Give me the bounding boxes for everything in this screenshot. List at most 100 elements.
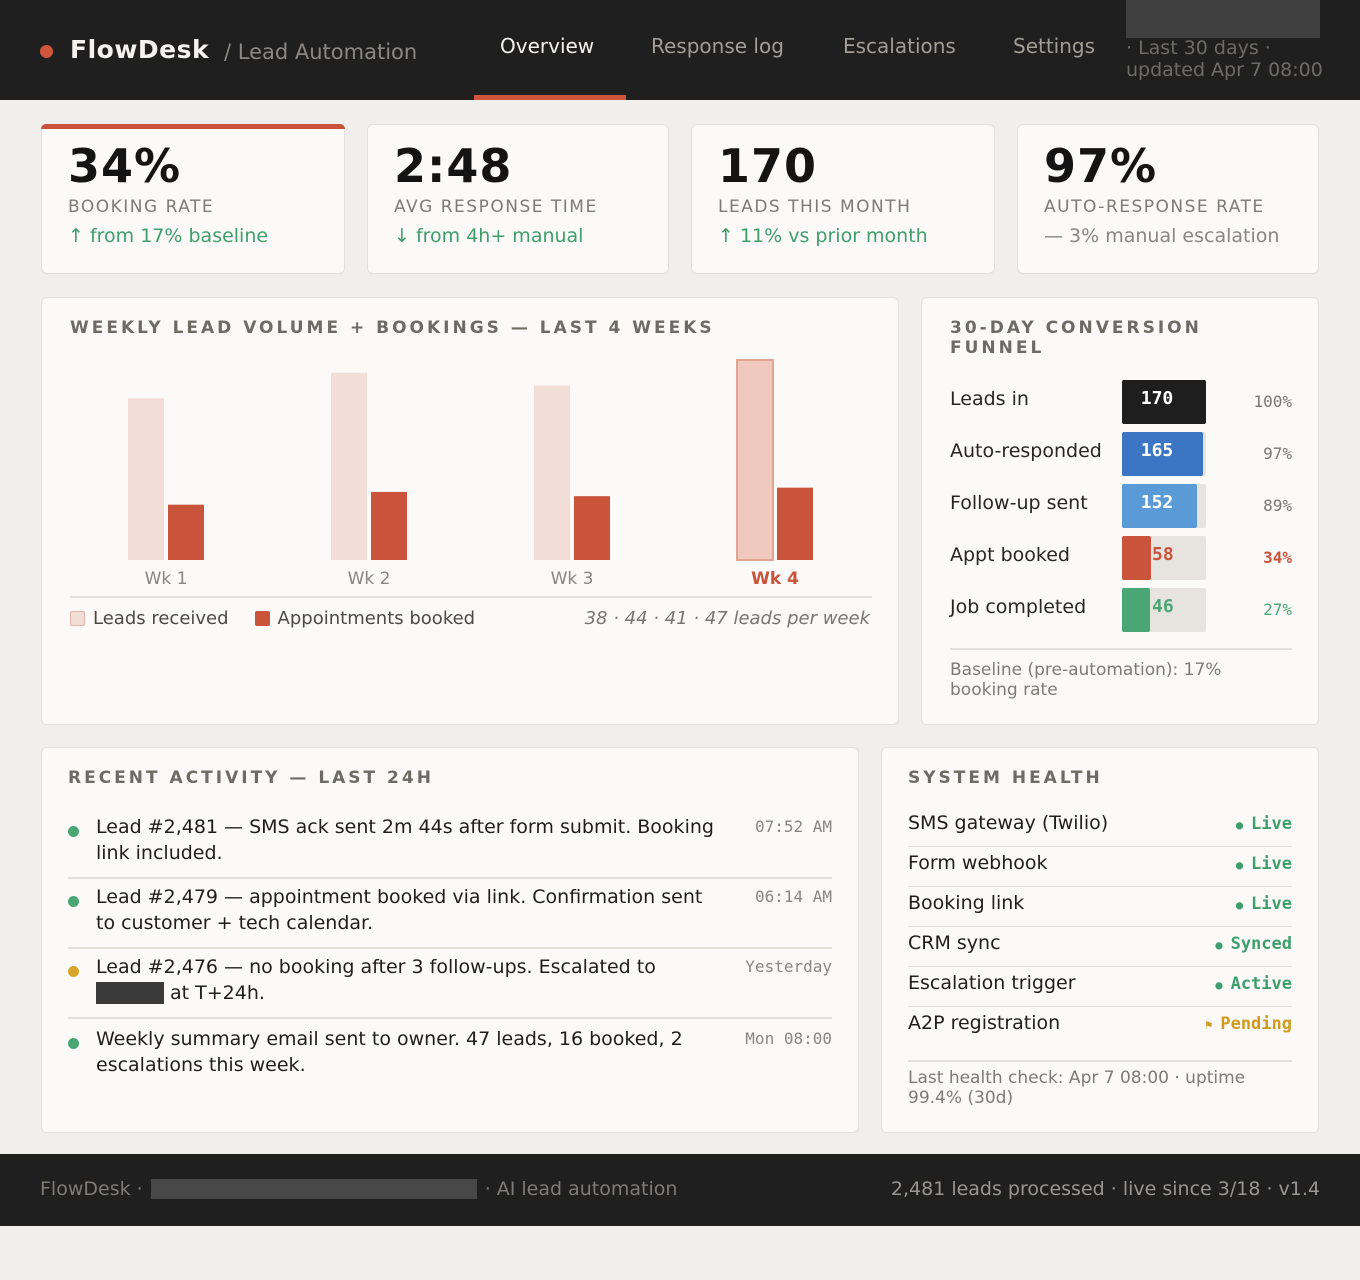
- activity-card: RECENT ACTIVITY — LAST 24H Lead #2,481 —…: [41, 747, 859, 1133]
- funnel-title: 30-DAY CONVERSION FUNNEL: [950, 318, 1202, 358]
- x-tick-label: Wk 1: [145, 569, 188, 589]
- divider: [68, 947, 832, 949]
- legend-item-leads: Leads received: [70, 608, 229, 629]
- status-dot-icon: ●: [1235, 898, 1244, 912]
- kpi-delta: — 3% manual escalation: [1044, 225, 1280, 247]
- tab-escalations[interactable]: Escalations: [843, 34, 956, 58]
- footer-left: FlowDesk · · AI lead automation: [40, 1178, 677, 1200]
- tab-settings[interactable]: Settings: [1013, 34, 1096, 58]
- health-row-sms-gateway: SMS gateway (Twilio) ● Live: [908, 806, 1292, 846]
- divider: [908, 846, 1292, 847]
- weekly-chart-title: WEEKLY LEAD VOLUME + BOOKINGS — LAST 4 W…: [70, 318, 715, 338]
- status-dot-icon: [68, 1038, 79, 1049]
- bar-booked-1: [168, 504, 204, 560]
- funnel-value: 46: [1152, 596, 1174, 617]
- funnel-track: 165: [1122, 432, 1206, 476]
- legend-swatch-leads: [70, 611, 85, 626]
- funnel-row-follow-up: Follow-up sent 152 89%: [950, 484, 1292, 528]
- funnel-bar: [1122, 484, 1197, 528]
- activity-title: RECENT ACTIVITY — LAST 24H: [68, 768, 434, 788]
- kpi-card-booking-rate: 34% BOOKING RATE ↑ from 17% baseline: [41, 124, 345, 274]
- activity-time: 06:14 AM: [754, 887, 832, 906]
- chart-note: 38 · 44 · 41 · 47 leads per week: [584, 608, 870, 629]
- health-status-text: Live: [1251, 894, 1292, 914]
- x-tick-label: Wk 4: [751, 569, 799, 589]
- funnel-row-job-completed: Job completed 46 27%: [950, 588, 1292, 632]
- status-dot-icon: ●: [1215, 938, 1223, 952]
- health-status-text: Active: [1230, 974, 1292, 994]
- kpi-card-response-time: 2:48 AVG RESPONSE TIME ↓ from 4h+ manual: [367, 124, 669, 274]
- system-health-title: SYSTEM HEALTH: [908, 768, 1103, 788]
- brand-name[interactable]: FlowDesk: [70, 35, 210, 64]
- system-health-card: SYSTEM HEALTH SMS gateway (Twilio) ● Live…: [881, 747, 1319, 1133]
- funnel-value: 58: [1152, 544, 1174, 565]
- health-label: Booking link: [908, 892, 1025, 914]
- funnel-bar: [1122, 380, 1206, 424]
- funnel-label: Appt booked: [950, 544, 1070, 566]
- kpi-delta: ↑ 11% vs prior month: [718, 225, 928, 247]
- kpi-accent-bar: [41, 124, 345, 129]
- activity-text: Lead #2,479 — appointment booked via lin…: [96, 886, 703, 934]
- bar-booked-4: [777, 487, 813, 560]
- health-label: CRM sync: [908, 932, 1001, 954]
- divider: [68, 877, 832, 879]
- activity-item[interactable]: Lead #2,479 — appointment booked via lin…: [68, 884, 832, 940]
- status-dot-icon: ●: [1235, 858, 1244, 872]
- activity-item[interactable]: Weekly summary email sent to owner. 47 l…: [68, 1026, 832, 1082]
- funnel-value: 165: [1140, 440, 1174, 461]
- tab-response-log[interactable]: Response log: [651, 34, 784, 58]
- status-dot-icon: ●: [1215, 978, 1223, 992]
- legend-label-booked: Appointments booked: [277, 608, 476, 629]
- funnel-value: 170: [1140, 388, 1174, 409]
- bar-leads-1: [128, 398, 164, 560]
- funnel-value: 152: [1140, 492, 1174, 513]
- kpi-label: LEADS THIS MONTH: [718, 197, 912, 217]
- divider: [950, 648, 1292, 650]
- funnel-bar: [1122, 432, 1203, 476]
- activity-time: Yesterday: [745, 957, 832, 976]
- status-dot-icon: [68, 966, 79, 977]
- kpi-card-auto-response: 97% AUTO-RESPONSE RATE — 3% manual escal…: [1017, 124, 1319, 274]
- health-status: ⚑ Pending: [1205, 1014, 1292, 1034]
- funnel-percent: 89%: [1263, 496, 1292, 515]
- divider: [908, 1006, 1292, 1007]
- kpi-value: 170: [718, 139, 818, 193]
- funnel-track: 46: [1122, 588, 1206, 632]
- health-status: ● Active: [1215, 974, 1292, 994]
- activity-item[interactable]: Lead #2,476 — no booking after 3 follow-…: [68, 954, 832, 1010]
- weekly-chart-card: WEEKLY LEAD VOLUME + BOOKINGS — LAST 4 W…: [41, 297, 899, 725]
- funnel-footnote: Baseline (pre-automation): 17% booking r…: [950, 660, 1222, 700]
- funnel-bar: [1122, 588, 1150, 632]
- tab-overview[interactable]: Overview: [500, 34, 595, 58]
- bar-leads-3: [534, 385, 570, 560]
- bar-booked-2: [371, 491, 407, 560]
- footer: FlowDesk · · AI lead automation 2,481 le…: [0, 1154, 1360, 1226]
- brand-subtitle: / Lead Automation: [224, 40, 418, 64]
- health-label: A2P registration: [908, 1012, 1061, 1034]
- kpi-label: AUTO-RESPONSE RATE: [1044, 197, 1265, 217]
- x-tick-label: Wk 3: [551, 569, 594, 589]
- divider: [908, 1060, 1292, 1062]
- x-tick-label: Wk 2: [348, 569, 391, 589]
- funnel-row-appt-booked: Appt booked 58 34%: [950, 536, 1292, 580]
- funnel-row-auto-responded: Auto-responded 165 97%: [950, 432, 1292, 476]
- footer-brand: FlowDesk ·: [40, 1178, 143, 1200]
- activity-text-before: Lead #2,476 — no booking after 3 follow-…: [96, 956, 656, 978]
- health-row-crm-sync: CRM sync ● Synced: [908, 926, 1292, 966]
- health-footnote: Last health check: Apr 7 08:00 · uptime …: [908, 1068, 1246, 1108]
- brand-dot-icon: [40, 45, 53, 58]
- redacted-block: [96, 982, 164, 1004]
- period-label: · Last 30 days · updated Apr 7 08:00: [1126, 37, 1323, 81]
- weekly-bar-chart: Wk 1 Wk 2 Wk 3 Wk 4: [70, 359, 872, 598]
- status-dot-icon: [68, 826, 79, 837]
- footer-tagline: · AI lead automation: [484, 1178, 678, 1200]
- redacted-block: [1126, 0, 1320, 38]
- activity-item[interactable]: Lead #2,481 — SMS ack sent 2m 44s after …: [68, 814, 832, 870]
- funnel-row-leads-in: Leads in 170 100%: [950, 380, 1292, 424]
- funnel-percent: 100%: [1253, 392, 1292, 411]
- divider: [68, 1017, 832, 1019]
- legend-swatch-booked: [254, 611, 270, 626]
- flag-icon: ⚑: [1205, 1018, 1213, 1032]
- kpi-label: AVG RESPONSE TIME: [394, 197, 598, 217]
- funnel-label: Follow-up sent: [950, 492, 1088, 514]
